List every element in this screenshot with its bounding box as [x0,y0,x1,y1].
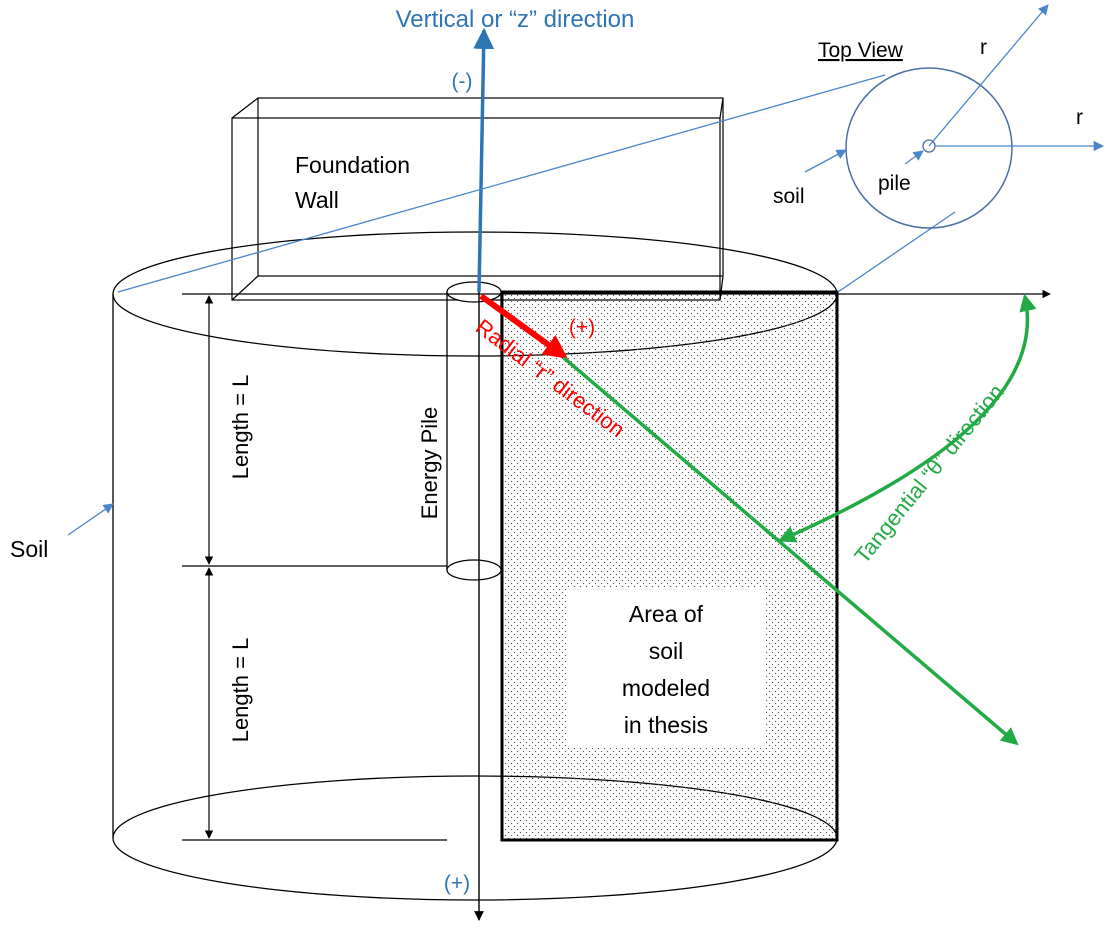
tangential-direction-label: Tangential “θ” direction [849,379,1009,568]
energy-pile-label: Energy Pile [417,407,442,520]
vertical-axis-upper [473,27,495,293]
length-upper-label: Length = L [228,375,253,480]
vertical-axis-label: Vertical or “z” direction [396,6,635,33]
top-view-soil-pointer [804,149,847,173]
top-view-soil-label: soil [773,185,805,208]
area-label-line2: soil [649,638,684,664]
energy-pile-shape [446,281,502,581]
foundation-wall-label-line1: Foundation [295,152,410,178]
area-label-line3: modeled [622,675,710,701]
top-view-leader-lines [117,74,956,293]
top-view-r-right-label: r [1076,106,1083,129]
plus-bottom-label: (+) [444,872,470,895]
minus-sign-label: (-) [452,70,473,93]
tangential-curve-arrow [777,293,1037,543]
top-view-title: Top View [818,39,904,62]
top-view-pile-label: pile [878,172,911,195]
area-label-line4: in thesis [624,712,708,738]
soil-label: Soil [10,536,48,562]
top-view-circle [845,67,1013,229]
soil-pointer-arrow [67,503,114,536]
foundation-wall-label-line2: Wall [295,187,339,213]
area-label-line1: Area of [629,601,704,627]
area-label-background [568,588,764,748]
plus-radial-label: (+) [569,316,595,339]
tangential-line [562,356,1019,746]
radial-arrow [479,293,568,359]
length-lower-label: Length = L [228,638,253,743]
top-view-r-upper-label: r [980,36,987,59]
top-view-diagram [804,4,1105,229]
top-view-pile-pointer [904,150,924,165]
top-view-r-diagonal-arrow [928,4,1049,147]
